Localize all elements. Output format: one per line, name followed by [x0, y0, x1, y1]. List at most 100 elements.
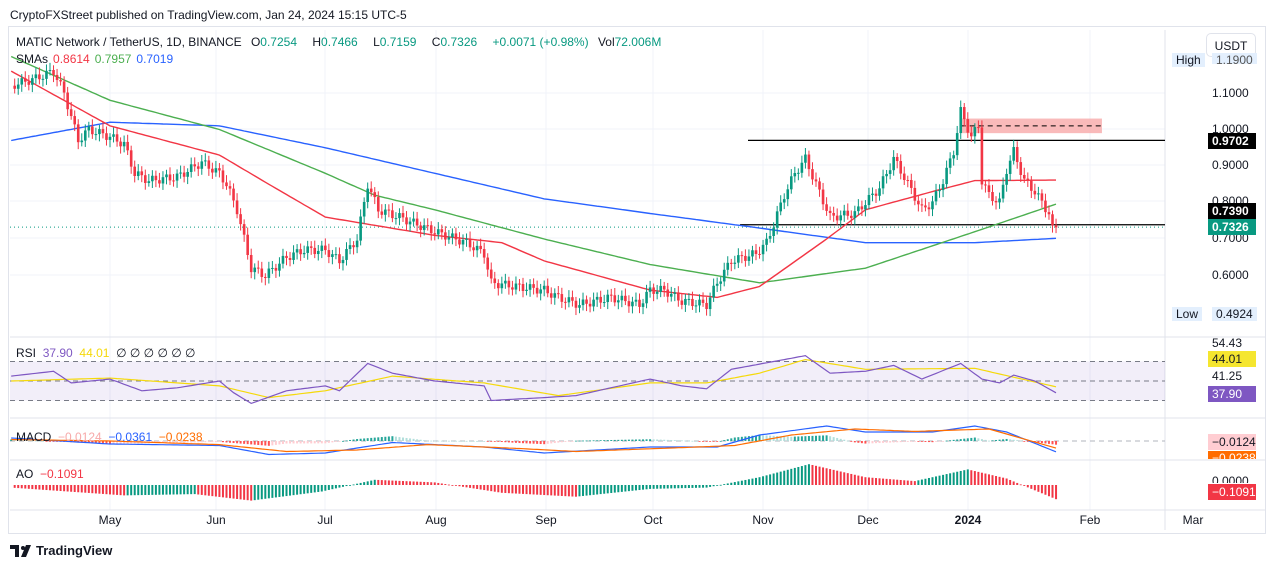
candle-body — [281, 255, 285, 264]
macd-histogram-bar — [472, 440, 475, 442]
open-value: 0.7254 — [260, 35, 297, 49]
macd-histogram-bar — [804, 436, 807, 441]
macd-histogram-bar — [987, 440, 990, 442]
sma-legend[interactable]: SMAs 0.8614 0.7957 0.7019 — [16, 52, 174, 66]
ao-bar — [687, 485, 690, 489]
macd-histogram-bar — [779, 436, 782, 441]
candle-body — [98, 129, 101, 135]
candle-body — [147, 181, 151, 183]
ao-bar — [987, 474, 990, 485]
candle-body — [772, 227, 775, 236]
macd-histogram-bar — [486, 441, 489, 442]
ao-bar — [320, 485, 323, 492]
time-label: Oct — [643, 513, 663, 527]
ao-bar — [479, 485, 482, 490]
price-tick: 0.9000 — [1212, 158, 1249, 172]
ao-bar — [560, 485, 563, 496]
macd-histogram-bar — [45, 441, 48, 442]
ao-bar — [599, 485, 602, 495]
macd-histogram-bar — [945, 440, 948, 442]
time-label: May — [98, 513, 122, 527]
macd-histogram-bar — [680, 440, 683, 442]
candle-body — [521, 284, 525, 291]
macd-histogram-bar — [112, 441, 115, 444]
candle-body — [680, 300, 684, 305]
macd-histogram-bar — [931, 441, 934, 443]
macd-histogram-bar — [281, 441, 284, 444]
candle-body — [175, 173, 179, 181]
macd-histogram-bar — [903, 441, 906, 443]
ao-bar — [850, 473, 853, 485]
ao-bar — [603, 485, 606, 494]
symbol-name[interactable]: MATIC Network / TetherUS, 1D, BINANCE — [16, 35, 242, 49]
ao-bar — [77, 485, 80, 493]
macd-histogram-bar — [409, 438, 412, 441]
candle-body — [567, 297, 571, 303]
candle-body — [684, 298, 687, 305]
macd-histogram-bar — [935, 441, 938, 442]
macd-histogram-bar — [310, 441, 313, 444]
macd-histogram-bar — [843, 439, 846, 441]
macd-histogram-bar — [571, 441, 574, 442]
candle-body — [225, 182, 228, 187]
macd-histogram-bar — [440, 440, 443, 442]
ao-bar — [627, 485, 630, 492]
macd-histogram-bar — [818, 435, 821, 441]
candle-body — [617, 300, 620, 303]
macd-histogram-bar — [642, 439, 645, 441]
macd-histogram-bar — [387, 436, 390, 441]
ao-bar — [236, 485, 239, 499]
candle-body — [966, 119, 970, 133]
ao-bar — [698, 485, 701, 488]
ao-bar — [638, 485, 641, 491]
macd-hist-tag: −0.0124 — [1208, 434, 1256, 450]
candle-body — [832, 212, 835, 216]
macd-histogram-bar — [183, 441, 186, 443]
ao-bar — [652, 485, 655, 489]
macd-histogram-bar — [437, 440, 440, 442]
ao-bar — [179, 485, 182, 495]
macd-histogram-bar — [656, 439, 659, 441]
candle-body — [334, 254, 338, 256]
candle-body — [828, 210, 832, 213]
resistance-zone — [960, 118, 1102, 134]
candle-body — [80, 140, 84, 143]
candle-body — [154, 175, 158, 181]
macd-histogram-bar — [942, 441, 945, 442]
volume-value: 72.006M — [614, 35, 662, 49]
ao-bar — [137, 485, 140, 496]
ao-bar — [853, 474, 856, 485]
ao-bar — [144, 485, 147, 496]
candle-body — [871, 193, 874, 195]
candle-body — [200, 161, 204, 169]
ao-bar — [352, 484, 355, 486]
ao-bar — [59, 485, 62, 492]
macd-histogram-bar — [172, 441, 175, 443]
macd-histogram-bar — [910, 441, 913, 442]
tradingview-logo[interactable]: TradingView — [10, 543, 112, 558]
candle-body — [458, 239, 461, 245]
ao-bar — [176, 485, 179, 495]
candle-body — [292, 252, 295, 260]
candle-body — [235, 200, 239, 215]
candle-body — [719, 281, 722, 284]
macd-histogram-bar — [864, 441, 867, 444]
candle-body — [758, 253, 761, 255]
ao-bar — [1016, 482, 1019, 485]
candle-body — [729, 262, 733, 264]
candle-body — [479, 245, 482, 250]
ao-bar — [903, 480, 906, 485]
ao-bar — [790, 468, 793, 485]
candle-body — [348, 245, 352, 249]
macd-histogram-bar — [1044, 441, 1047, 444]
macd-histogram-bar — [984, 439, 987, 441]
ao-bar — [416, 481, 419, 485]
candle-body — [1012, 147, 1015, 161]
macd-histogram-bar — [765, 435, 768, 441]
ao-bar — [363, 482, 366, 485]
ao-bar — [462, 485, 464, 487]
macd-histogram-bar — [592, 440, 595, 442]
macd-histogram-bar — [938, 441, 941, 442]
ao-bar — [631, 485, 634, 491]
